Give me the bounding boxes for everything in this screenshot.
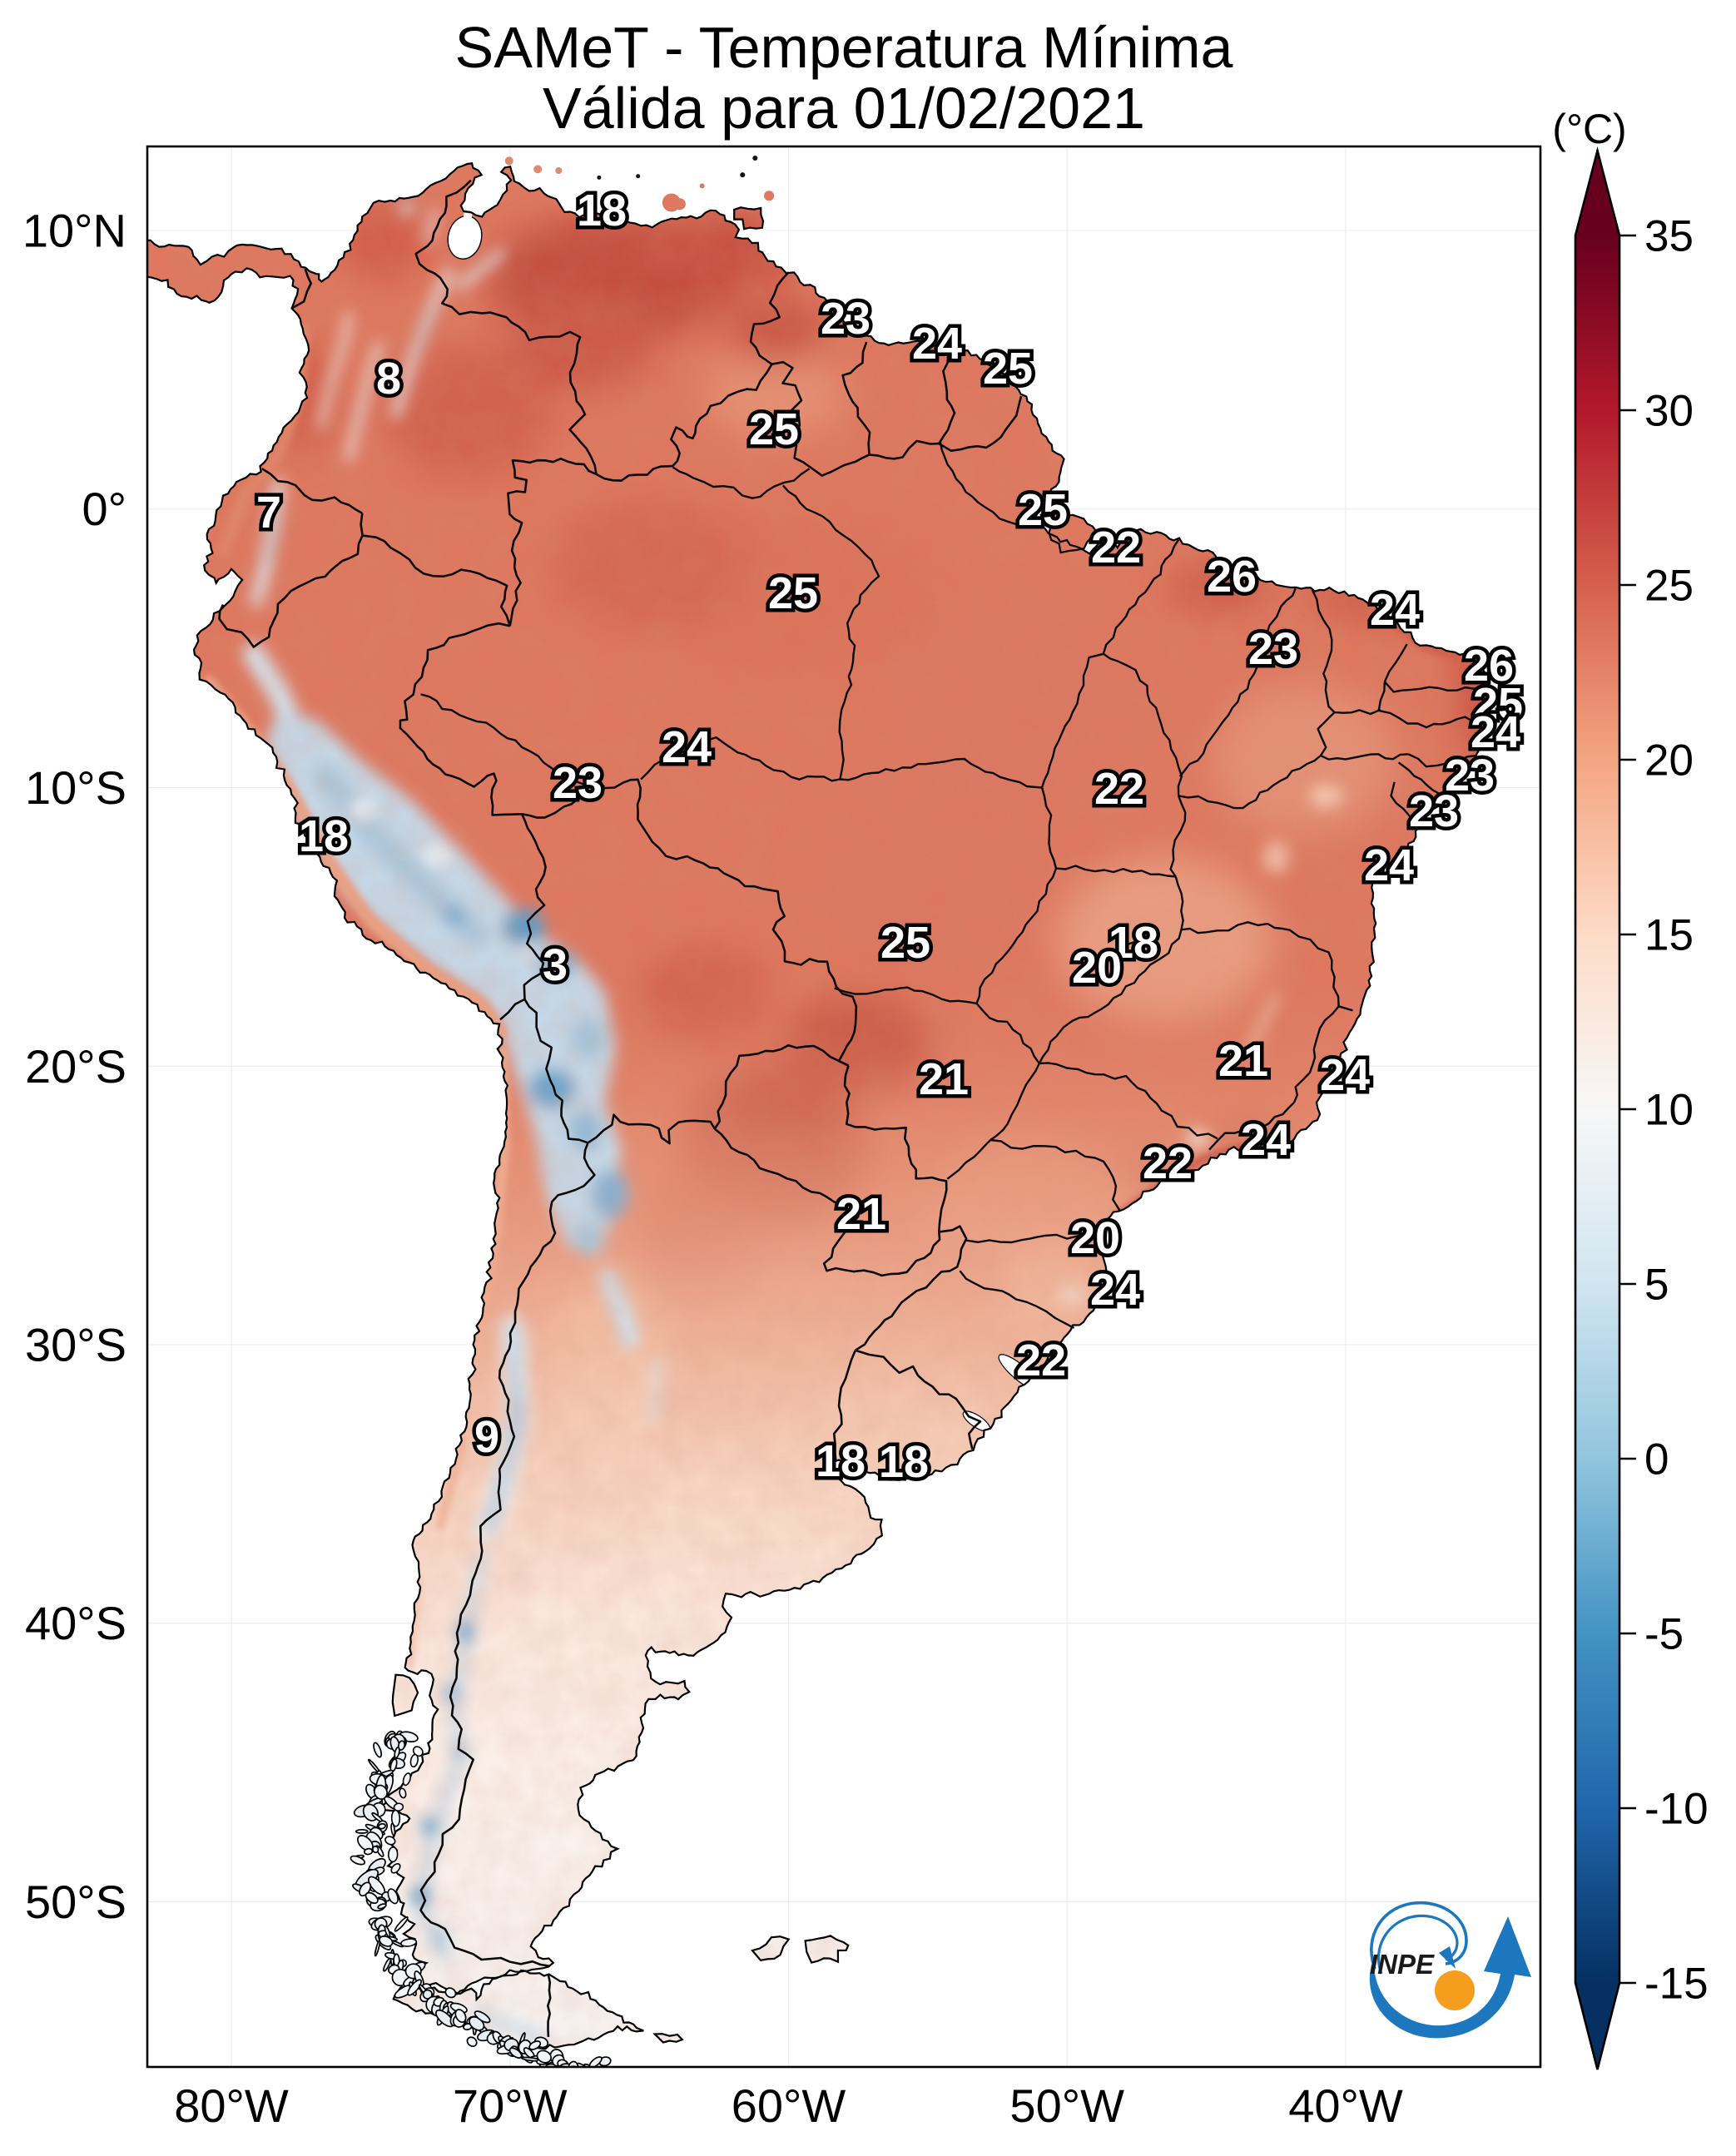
svg-text:3: 3 <box>543 940 568 990</box>
svg-text:24: 24 <box>1320 1050 1370 1100</box>
svg-text:25: 25 <box>768 568 818 618</box>
svg-text:24: 24 <box>1364 840 1414 890</box>
svg-text:-10: -10 <box>1644 1785 1709 1834</box>
svg-text:26: 26 <box>1207 552 1257 602</box>
svg-text:9: 9 <box>474 1412 499 1462</box>
svg-text:20: 20 <box>1644 736 1694 786</box>
svg-text:25: 25 <box>1018 485 1068 535</box>
svg-text:23: 23 <box>821 294 870 344</box>
svg-text:80°W: 80°W <box>174 2079 289 2132</box>
svg-text:70°W: 70°W <box>453 2079 568 2132</box>
svg-text:24: 24 <box>662 722 712 772</box>
svg-text:30: 30 <box>1644 387 1694 436</box>
svg-text:10: 10 <box>1644 1086 1694 1135</box>
svg-text:26: 26 <box>1464 641 1514 691</box>
svg-text:18: 18 <box>1109 918 1158 968</box>
svg-text:-15: -15 <box>1644 1960 1709 2009</box>
svg-text:25: 25 <box>1644 562 1694 611</box>
svg-text:-5: -5 <box>1644 1610 1684 1659</box>
svg-text:Válida para 01/02/2021: Válida para 01/02/2021 <box>543 76 1145 141</box>
svg-text:10°S: 10°S <box>25 761 126 814</box>
svg-text:20: 20 <box>1070 1213 1120 1263</box>
svg-text:22: 22 <box>1143 1138 1193 1188</box>
svg-text:SAMeT - Temperatura Mínima: SAMeT - Temperatura Mínima <box>455 15 1233 80</box>
svg-text:23: 23 <box>1248 624 1298 674</box>
svg-text:10°N: 10°N <box>22 205 126 257</box>
svg-text:20: 20 <box>1072 943 1122 993</box>
svg-text:5: 5 <box>1644 1261 1669 1310</box>
svg-text:0°: 0° <box>82 483 126 535</box>
svg-text:35: 35 <box>1644 212 1694 261</box>
svg-text:(°C): (°C) <box>1552 106 1626 152</box>
svg-text:40°W: 40°W <box>1288 2079 1403 2132</box>
svg-text:24: 24 <box>1090 1265 1140 1315</box>
svg-text:21: 21 <box>836 1189 886 1239</box>
svg-text:24: 24 <box>1471 707 1520 757</box>
svg-text:50°W: 50°W <box>1009 2079 1124 2132</box>
svg-text:21: 21 <box>1218 1036 1268 1086</box>
svg-text:60°W: 60°W <box>732 2079 846 2132</box>
svg-text:20°S: 20°S <box>25 1040 126 1093</box>
svg-text:23: 23 <box>1409 786 1459 836</box>
svg-text:24: 24 <box>912 319 962 369</box>
svg-text:23: 23 <box>1445 751 1495 800</box>
svg-text:INPE: INPE <box>1370 1949 1435 1980</box>
svg-text:15: 15 <box>1644 911 1694 960</box>
svg-text:0: 0 <box>1644 1435 1669 1484</box>
svg-text:8: 8 <box>376 354 401 404</box>
svg-text:50°S: 50°S <box>25 1876 126 1928</box>
svg-text:25: 25 <box>749 404 799 454</box>
svg-text:25: 25 <box>983 344 1033 394</box>
svg-text:24: 24 <box>1370 585 1420 635</box>
svg-text:18: 18 <box>879 1437 929 1487</box>
svg-text:22: 22 <box>1094 764 1144 814</box>
svg-text:21: 21 <box>919 1054 969 1104</box>
svg-text:22: 22 <box>1091 523 1141 572</box>
svg-text:24: 24 <box>1241 1115 1291 1165</box>
svg-text:18: 18 <box>816 1436 866 1486</box>
svg-text:23: 23 <box>553 758 603 808</box>
svg-text:25: 25 <box>880 918 930 968</box>
svg-text:7: 7 <box>256 488 281 538</box>
svg-text:30°S: 30°S <box>25 1319 126 1371</box>
svg-text:25: 25 <box>1473 679 1523 729</box>
svg-text:18: 18 <box>577 186 627 235</box>
svg-text:40°S: 40°S <box>25 1597 126 1649</box>
svg-text:18: 18 <box>299 811 349 861</box>
svg-text:22: 22 <box>1016 1336 1066 1385</box>
